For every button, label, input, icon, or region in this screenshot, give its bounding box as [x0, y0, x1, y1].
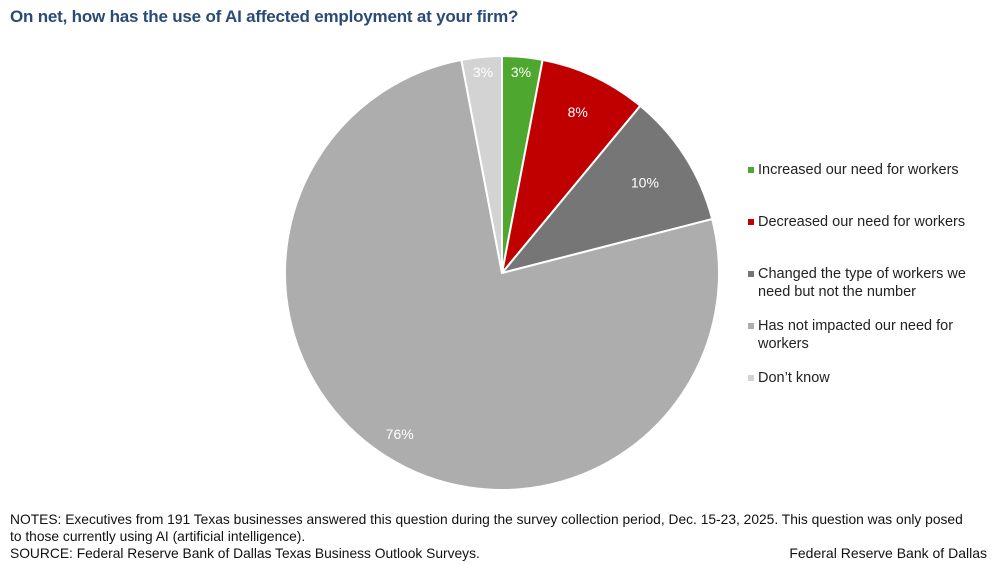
data-label: 8% — [568, 104, 588, 120]
legend-item: Changed the type of workers we need but … — [748, 265, 993, 301]
data-label: 10% — [631, 174, 659, 190]
pie-slice — [284, 58, 720, 491]
chart-title: On net, how has the use of AI affected e… — [10, 7, 519, 26]
legend-swatch — [748, 219, 754, 225]
notes-text: NOTES: Executives from 191 Texas busines… — [10, 512, 963, 544]
legend-item: Decreased our need for workers — [748, 213, 965, 231]
legend-item: Has not impacted our need for workers — [748, 317, 993, 353]
pie-slice — [499, 104, 714, 275]
data-label: 3% — [473, 64, 493, 80]
pie-slice — [460, 54, 503, 274]
credit: Federal Reserve Bank of Dallas — [789, 545, 987, 561]
legend-swatch — [748, 323, 754, 329]
pie-slice — [501, 58, 642, 274]
legend-swatch — [748, 271, 754, 277]
legend-swatch — [748, 375, 754, 381]
legend-label: Decreased our need for workers — [758, 214, 966, 230]
notes: NOTES: Executives from 191 Texas busines… — [10, 511, 970, 562]
legend-label: Don’t know — [758, 370, 830, 386]
legend-label: Has not impacted our need for workers — [758, 318, 954, 352]
data-label: 76% — [386, 426, 414, 442]
legend-item: Don’t know — [748, 369, 830, 387]
legend-item: Increased our need for workers — [748, 161, 959, 179]
legend-label: Changed the type of workers we need but … — [758, 266, 966, 300]
data-label: 3% — [511, 64, 531, 80]
legend-label: Increased our need for workers — [758, 162, 959, 178]
legend-swatch — [748, 167, 754, 173]
source-text: SOURCE: Federal Reserve Bank of Dallas T… — [10, 546, 480, 561]
